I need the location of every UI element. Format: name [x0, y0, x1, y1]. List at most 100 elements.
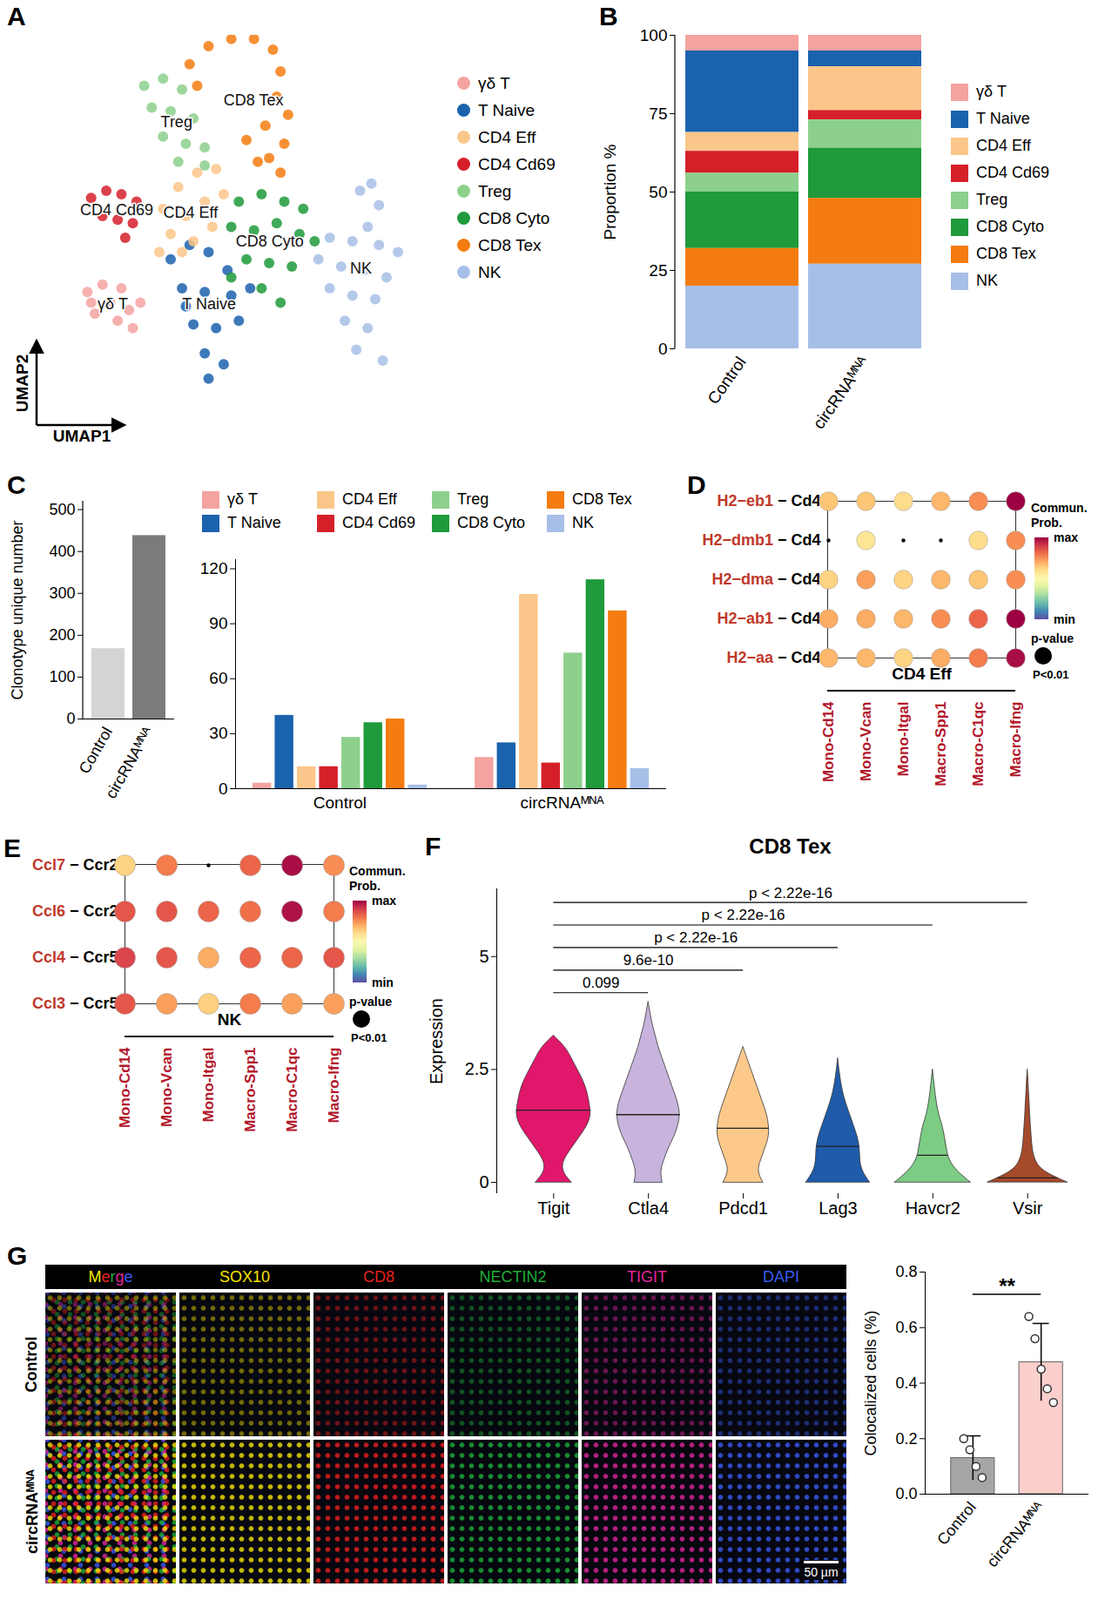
svg-text:H2−aa − Cd4: H2−aa − Cd4: [726, 648, 821, 667]
html-text:CD8 Tex: CD8 Tex: [749, 834, 832, 858]
svg-text:0: 0: [478, 1172, 489, 1192]
svg-text:CD4 Eff: CD4 Eff: [891, 664, 952, 683]
svg-text:P<0.01: P<0.01: [1032, 667, 1070, 681]
svg-text:Ctla4: Ctla4: [627, 1198, 669, 1218]
svg-text:75: 75: [648, 104, 668, 123]
svg-text:max: max: [1053, 530, 1079, 545]
html-text:CD8 Cyto: CD8 Cyto: [478, 208, 550, 227]
svg-text:NK: NK: [217, 1010, 243, 1029]
svg-text:Lag3: Lag3: [818, 1198, 858, 1218]
svg-text:**: **: [998, 1273, 1016, 1298]
svg-text:Macro-Ifng: Macro-Ifng: [1007, 701, 1025, 778]
svg-text:5: 5: [478, 946, 489, 966]
html-text:CD4 Eff: CD4 Eff: [478, 127, 536, 146]
svg-text:Control: Control: [75, 723, 116, 776]
svg-text:Pdcd1: Pdcd1: [718, 1198, 769, 1218]
svg-text:200: 200: [48, 626, 75, 644]
svg-text:Vsir: Vsir: [1012, 1198, 1044, 1218]
svg-text:0.6: 0.6: [895, 1318, 917, 1336]
svg-text:Mono-Itgal: Mono-Itgal: [200, 1047, 217, 1123]
svg-text:Treg: Treg: [161, 113, 193, 131]
svg-text:0: 0: [218, 779, 229, 798]
svg-text:Ccl6 − Ccr2: Ccl6 − Ccr2: [32, 902, 119, 920]
html-text:G: G: [6, 1240, 28, 1270]
svg-text:circRNAᴹᴺᴬ: circRNAᴹᴺᴬ: [983, 1497, 1048, 1570]
svg-text:P<0.01: P<0.01: [350, 1030, 388, 1045]
svg-text:0.2: 0.2: [895, 1429, 917, 1448]
svg-text:CD8 Cyto: CD8 Cyto: [235, 232, 304, 250]
svg-text:UMAP2: UMAP2: [13, 354, 32, 413]
svg-text:300: 300: [48, 584, 75, 602]
svg-text:Mono-Vcan: Mono-Vcan: [857, 701, 875, 782]
svg-text:25: 25: [648, 261, 668, 280]
svg-text:0.099: 0.099: [582, 974, 620, 991]
svg-text:Mono-Vcan: Mono-Vcan: [158, 1047, 176, 1128]
svg-text:30: 30: [208, 723, 228, 742]
svg-text:2.5: 2.5: [464, 1058, 490, 1079]
svg-text:60: 60: [208, 668, 228, 688]
svg-text:90: 90: [208, 613, 228, 633]
html-text:Commun. Prob.: Commun. Prob.: [349, 863, 406, 893]
svg-text:Ccl4 − Ccr5: Ccl4 − Ccr5: [32, 948, 119, 966]
svg-text:0: 0: [658, 339, 668, 358]
svg-text:p < 2.22e-16: p < 2.22e-16: [701, 906, 786, 924]
svg-text:Control: Control: [703, 353, 749, 408]
svg-text:Mono-Itgal: Mono-Itgal: [895, 701, 912, 777]
svg-text:Ccl7 − Ccr2: Ccl7 − Ccr2: [32, 855, 119, 874]
html-text:CD8 Tex: CD8 Tex: [478, 235, 542, 254]
svg-text:Ccl3 − Ccr5: Ccl3 − Ccr5: [32, 994, 119, 1012]
svg-text:120: 120: [200, 559, 229, 578]
svg-text:CD8 Tex: CD8 Tex: [223, 91, 284, 109]
svg-text:0: 0: [66, 709, 75, 728]
svg-text:circRNAᴹᴺᴬ: circRNAᴹᴺᴬ: [101, 723, 157, 802]
svg-text:0.4: 0.4: [895, 1374, 917, 1392]
svg-text:H2−ab1 − Cd4: H2−ab1 − Cd4: [716, 609, 821, 627]
svg-text:Control: Control: [933, 1497, 980, 1548]
svg-text:Proportion %: Proportion %: [600, 143, 620, 240]
svg-text:Macro-C1qc: Macro-C1qc: [283, 1047, 301, 1132]
svg-text:100: 100: [640, 26, 668, 45]
svg-text:Clonotype unique number: Clonotype unique number: [8, 519, 27, 700]
svg-text:UMAP1: UMAP1: [53, 426, 112, 445]
svg-text:T Naive: T Naive: [181, 295, 236, 313]
svg-text:Macro-Ifng: Macro-Ifng: [325, 1047, 343, 1124]
svg-text:Tigit: Tigit: [537, 1198, 570, 1218]
svg-text:γδ T: γδ T: [97, 295, 129, 313]
svg-text:0.8: 0.8: [895, 1262, 917, 1281]
svg-text:Mono-Cd14: Mono-Cd14: [116, 1046, 134, 1128]
svg-text:Havcr2: Havcr2: [905, 1198, 961, 1218]
svg-text:circRNAᴹᴺᴬ: circRNAᴹᴺᴬ: [808, 352, 873, 432]
svg-text:400: 400: [48, 542, 75, 560]
svg-text:Macro-C1qc: Macro-C1qc: [970, 701, 987, 787]
svg-text:0.0: 0.0: [895, 1484, 917, 1503]
svg-text:Expression: Expression: [426, 997, 446, 1085]
svg-text:Mono-Cd14: Mono-Cd14: [820, 700, 837, 782]
svg-text:p < 2.22e-16: p < 2.22e-16: [653, 929, 738, 946]
html-text:Treg: Treg: [478, 181, 512, 200]
svg-text:500: 500: [48, 500, 75, 519]
svg-text:H2−dmb1 − Cd4: H2−dmb1 − Cd4: [701, 531, 821, 549]
html-text:CD4 Cd69: CD4 Cd69: [478, 154, 556, 173]
svg-text:circRNAᴹᴺᴬ: circRNAᴹᴺᴬ: [519, 793, 605, 812]
svg-text:Control: Control: [313, 793, 367, 812]
svg-text:9.6e-10: 9.6e-10: [623, 951, 674, 969]
svg-text:CD4 Eff: CD4 Eff: [162, 203, 219, 222]
svg-text:H2−dma − Cd4: H2−dma − Cd4: [711, 570, 821, 588]
svg-text:p < 2.22e-16: p < 2.22e-16: [748, 883, 833, 901]
html-text:T Naive: T Naive: [478, 100, 535, 119]
svg-text:NK: NK: [350, 259, 372, 277]
svg-text:min: min: [1053, 612, 1076, 627]
html-text:Commun. Prob.: Commun. Prob.: [1030, 500, 1088, 530]
svg-text:50: 50: [648, 182, 668, 202]
svg-text:Macro-Spp1: Macro-Spp1: [932, 701, 950, 787]
svg-text:Colocalized cells (%): Colocalized cells (%): [862, 1309, 880, 1456]
svg-text:max: max: [371, 893, 397, 908]
svg-text:min: min: [371, 975, 394, 990]
svg-text:100: 100: [48, 667, 75, 686]
svg-text:H2−eb1 − Cd4: H2−eb1 − Cd4: [716, 491, 821, 510]
svg-text:CD4 Cd69: CD4 Cd69: [80, 201, 154, 219]
html-text:A: A: [6, 1, 26, 31]
html-text:γδ T: γδ T: [478, 73, 511, 92]
svg-text:Macro-Spp1: Macro-Spp1: [242, 1047, 259, 1132]
html-text:C: C: [6, 470, 26, 499]
